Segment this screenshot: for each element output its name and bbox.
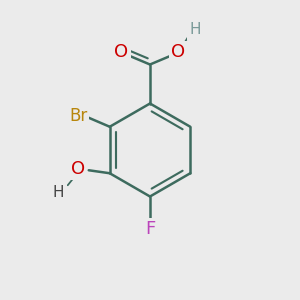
Text: O: O <box>114 44 129 62</box>
Text: F: F <box>145 220 155 238</box>
Text: H: H <box>53 185 64 200</box>
Text: H: H <box>189 22 201 38</box>
Text: O: O <box>171 44 186 62</box>
Text: O: O <box>71 160 85 178</box>
Text: Br: Br <box>69 107 87 125</box>
